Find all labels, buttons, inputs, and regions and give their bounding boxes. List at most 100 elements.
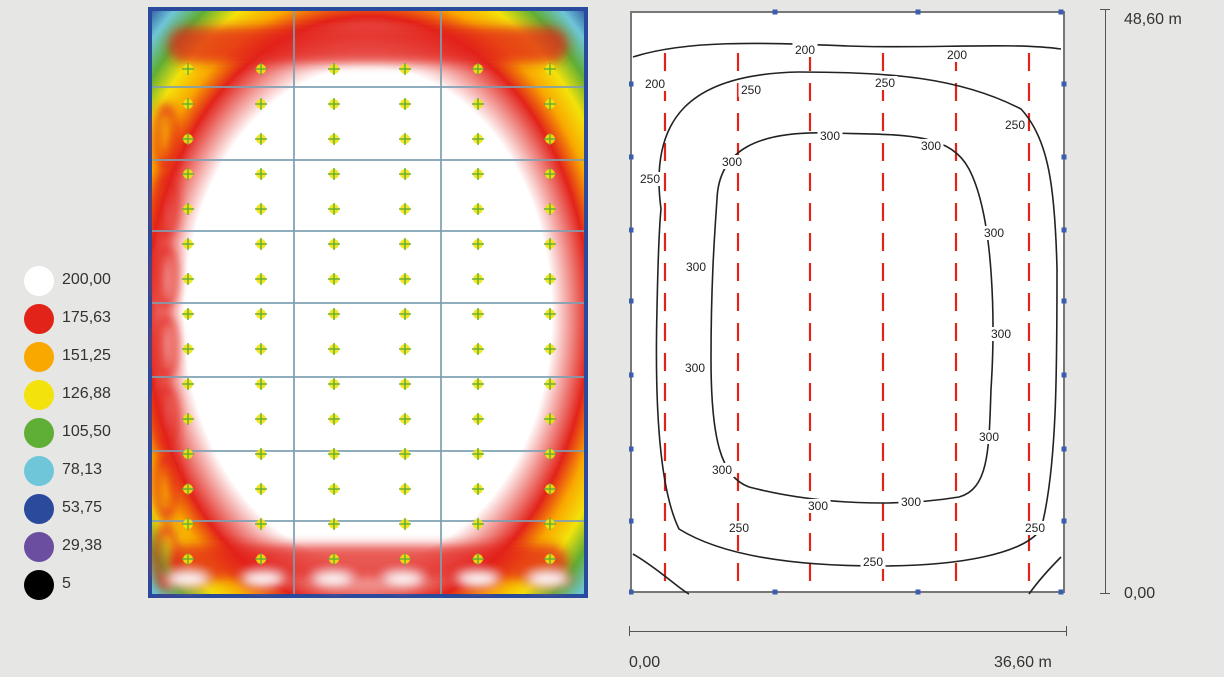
width-dimension-tick-left [629, 626, 630, 636]
luminaire-marker [182, 553, 194, 565]
luminaire-marker [399, 413, 411, 425]
luminaire-marker [328, 343, 340, 355]
width-dimension-tick-right [1066, 626, 1067, 636]
measurement-point [772, 589, 778, 595]
luminaire-marker [472, 483, 484, 495]
luminaire-marker [544, 343, 556, 355]
luminaire-marker [328, 413, 340, 425]
luminaire-marker [544, 203, 556, 215]
luminaire-marker [182, 448, 194, 460]
legend-swatch [24, 342, 54, 372]
height-dimension-line [1105, 9, 1106, 594]
luminaire-marker [255, 98, 267, 110]
luminaire-marker [399, 553, 411, 565]
luminaire-marker [544, 133, 556, 145]
luminaire-marker [544, 98, 556, 110]
measurement-point [1061, 446, 1067, 452]
legend-label: 175,63 [62, 309, 111, 326]
svg-text:300: 300 [820, 129, 840, 143]
luminaire-marker [544, 378, 556, 390]
luminaire-marker [328, 168, 340, 180]
luminaire-marker [328, 308, 340, 320]
svg-text:250: 250 [741, 83, 761, 97]
legend-label: 126,88 [62, 385, 111, 402]
luminaire-marker [472, 413, 484, 425]
isolux-line [710, 132, 994, 504]
edge-hotspot [524, 569, 572, 589]
isolux-value-label: 300 [719, 155, 745, 169]
svg-text:250: 250 [640, 172, 660, 186]
high-edge-band [168, 27, 568, 63]
measurement-point [1061, 298, 1067, 304]
luminaire-marker [472, 133, 484, 145]
width-dimension-line [629, 631, 1067, 632]
luminaire-marker [182, 308, 194, 320]
measurement-point [629, 81, 634, 87]
height-dimension-tick-bottom [1100, 593, 1110, 594]
isolux-value-label: 250 [1002, 118, 1028, 132]
luminaire-marker [472, 308, 484, 320]
luminaire-marker [182, 98, 194, 110]
luminaire-marker [399, 168, 411, 180]
luminaire-marker [399, 308, 411, 320]
luminaire-marker [255, 343, 267, 355]
isolux-value-label: 300 [682, 361, 708, 375]
luminaire-marker [182, 518, 194, 530]
illuminance-heatmap [148, 7, 588, 598]
luminaire-marker [255, 63, 267, 75]
luminaire-marker [255, 378, 267, 390]
luminaire-marker [399, 448, 411, 460]
svg-text:300: 300 [808, 499, 828, 513]
luminaire-marker [328, 483, 340, 495]
luminaire-marker [472, 273, 484, 285]
isolux-value-label: 300 [709, 463, 735, 477]
svg-text:250: 250 [1005, 118, 1025, 132]
luminaire-marker [472, 203, 484, 215]
luminaire-marker [255, 483, 267, 495]
luminaire-marker [544, 483, 556, 495]
edge-hotspot [164, 569, 212, 589]
measurement-point [915, 589, 921, 595]
luminaire-marker [328, 553, 340, 565]
isolux-value-label: 250 [738, 83, 764, 97]
luminaire-marker [472, 378, 484, 390]
isolux-value-label: 300 [805, 499, 831, 513]
measurement-point [1061, 154, 1067, 160]
measurement-point [629, 589, 634, 595]
luminaire-marker [472, 553, 484, 565]
luminaire-marker [255, 448, 267, 460]
luminaire-marker [255, 553, 267, 565]
edge-hotspot [454, 569, 502, 589]
measurement-point [1061, 372, 1067, 378]
luminaire-marker [544, 168, 556, 180]
isolux-value-label: 300 [918, 139, 944, 153]
measurement-point [629, 446, 634, 452]
legend-label: 200,00 [62, 271, 111, 288]
high-edge-band [168, 545, 568, 579]
luminaire-marker [328, 203, 340, 215]
isolux-value-label: 250 [637, 172, 663, 186]
measurement-point [1061, 81, 1067, 87]
luminaire-marker [182, 483, 194, 495]
measurement-point [1058, 9, 1064, 15]
luminaire-marker [182, 168, 194, 180]
luminaire-marker [399, 483, 411, 495]
isolux-value-label: 250 [1022, 521, 1048, 535]
luminaire-marker [399, 63, 411, 75]
luminaire-marker [255, 518, 267, 530]
luminaire-marker [472, 168, 484, 180]
isolux-value-label: 300 [898, 495, 924, 509]
legend-swatch [24, 494, 54, 524]
luminaire-marker [255, 413, 267, 425]
svg-text:300: 300 [685, 361, 705, 375]
legend-swatch [24, 266, 54, 296]
luminaire-marker [328, 238, 340, 250]
luminaire-marker [328, 448, 340, 460]
isolux-value-label: 250 [726, 521, 752, 535]
svg-text:300: 300 [901, 495, 921, 509]
measurement-point [629, 518, 634, 524]
edge-hotspot [379, 569, 427, 589]
luminaire-marker [399, 238, 411, 250]
isolux-value-label: 300 [683, 260, 709, 274]
luminaire-marker [544, 518, 556, 530]
